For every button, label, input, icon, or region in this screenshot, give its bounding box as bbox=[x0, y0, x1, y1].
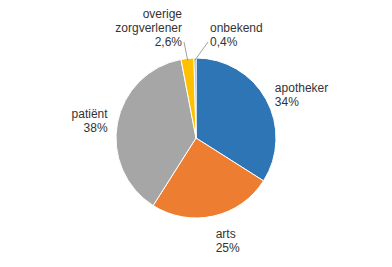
leader-line bbox=[195, 42, 208, 60]
label-line: arts bbox=[216, 227, 236, 241]
label-line: 38% bbox=[84, 121, 108, 135]
labels: apotheker34% arts25% patiënt38% overigezorg… bbox=[72, 7, 329, 255]
label-line: patiënt bbox=[72, 107, 109, 121]
slice-label: overigezorgverlener2,6% bbox=[115, 7, 182, 49]
label-line: apotheker bbox=[275, 81, 328, 95]
label-line: zorgverlener bbox=[115, 21, 182, 35]
slices bbox=[116, 58, 276, 218]
slice bbox=[116, 59, 196, 205]
slice-label: apotheker34% bbox=[275, 81, 328, 109]
label-line: 25% bbox=[216, 241, 240, 255]
leader-line bbox=[184, 42, 188, 60]
label-line: 0,4% bbox=[210, 35, 238, 49]
label-line: 34% bbox=[275, 95, 299, 109]
slice bbox=[181, 58, 196, 138]
slice-label: patiënt38% bbox=[72, 107, 109, 135]
slice-label: onbekend0,4% bbox=[210, 21, 263, 49]
slice-label: arts25% bbox=[216, 227, 240, 255]
label-line: onbekend bbox=[210, 21, 263, 35]
slice bbox=[194, 58, 196, 138]
pie-chart: apotheker34% arts25% patiënt38% overigezorg… bbox=[0, 0, 392, 267]
label-line: 2,6% bbox=[155, 35, 183, 49]
label-line: overige bbox=[143, 7, 183, 21]
chart-container: apotheker34% arts25% patiënt38% overigezorg… bbox=[0, 0, 392, 267]
